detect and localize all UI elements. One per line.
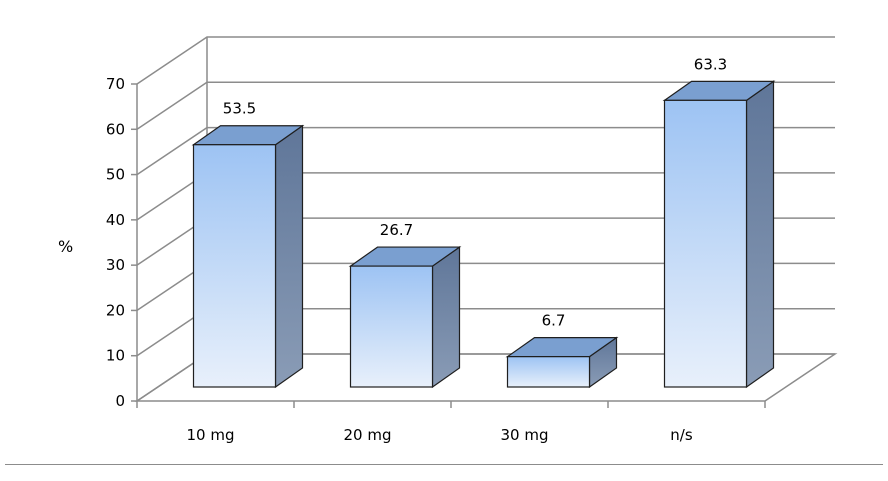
data-label: 26.7 [380, 221, 413, 239]
y-tick-label: 50 [106, 166, 125, 184]
y-tick-label: 10 [106, 347, 125, 365]
y-tick-label: 20 [106, 301, 125, 319]
bar [348, 245, 462, 389]
gridline [136, 36, 835, 85]
bar-front-face [192, 144, 277, 388]
bar-front-face [506, 356, 591, 388]
y-tick-label: 60 [106, 120, 125, 138]
bar-front-face [663, 99, 748, 388]
data-label: 6.7 [542, 312, 566, 330]
bar [191, 124, 305, 389]
labels: 0 10 20 30 40 50 60 70 53.5 10 mg 26.7 20 mg 6.7 30 m… [106, 55, 727, 444]
chart-floor [134, 353, 838, 402]
bar-front-face [349, 265, 434, 388]
data-label: 63.3 [694, 55, 727, 73]
y-tick-label: 40 [106, 211, 125, 229]
bar-side-face [274, 124, 304, 389]
bar-side-face [745, 80, 775, 389]
x-category-label: n/s [670, 426, 693, 444]
y-axis-label: % [58, 237, 73, 256]
bar [662, 80, 776, 389]
x-category-label: 10 mg [187, 426, 235, 444]
y-tick-label: 70 [106, 75, 125, 93]
y-tick-label: 0 [115, 392, 125, 410]
bar [505, 336, 619, 389]
x-category-label: 30 mg [501, 426, 549, 444]
bottom-divider [5, 464, 883, 465]
bars [191, 80, 776, 389]
data-label: 53.5 [223, 100, 256, 118]
y-tick-label: 30 [106, 256, 125, 274]
x-category-label: 20 mg [344, 426, 392, 444]
bar-side-face [431, 245, 461, 389]
